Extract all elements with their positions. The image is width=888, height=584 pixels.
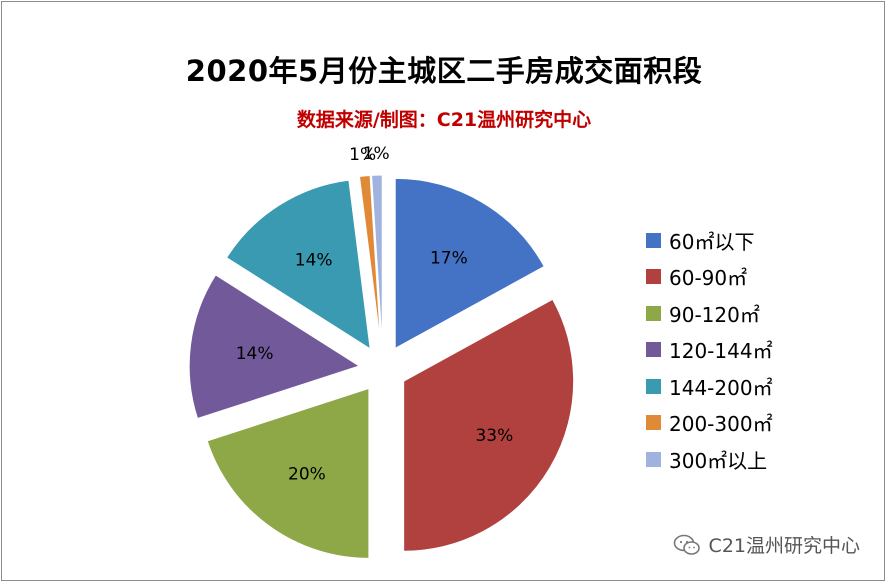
legend-item-1: 60㎡以下	[646, 222, 773, 259]
slice-value-label-4: 14%	[236, 344, 274, 364]
slice-value-label-1: 17%	[430, 249, 468, 269]
wechat-icon	[673, 534, 700, 555]
pie-slice-1	[394, 177, 545, 350]
legend-item-3: 90-120㎡	[646, 295, 773, 332]
legend-item-4: 120-144㎡	[646, 332, 773, 369]
legend-item-7: 300㎡以上	[646, 441, 773, 478]
pie-slice-7	[371, 174, 383, 346]
slice-value-label-6: 1%	[349, 145, 376, 165]
legend-swatch	[646, 342, 661, 358]
legend-item-5: 144-200㎡	[646, 368, 773, 405]
legend-label: 60-90㎡	[669, 266, 748, 291]
legend-swatch	[646, 305, 661, 321]
legend-label: 200-300㎡	[669, 412, 773, 437]
legend-item-2: 60-90㎡	[646, 259, 773, 296]
legend-swatch	[646, 451, 661, 467]
pie-slice-5	[225, 179, 371, 350]
legend-label: 60㎡以下	[669, 229, 755, 254]
chart-title: 2020年5月份主城区二手房成交面积段	[185, 54, 703, 88]
watermark-text: C21温州研究中心	[708, 535, 860, 557]
legend-label: 90-120㎡	[669, 302, 760, 327]
chart-subtitle: 数据来源/制图：C21温州研究中心	[296, 109, 592, 131]
legend-swatch	[646, 269, 661, 285]
legend-label: 144-200㎡	[669, 375, 773, 400]
legend-swatch	[646, 378, 661, 394]
slice-value-label-2: 33%	[475, 426, 513, 446]
legend-swatch	[646, 415, 661, 431]
legend-item-6: 200-300㎡	[646, 405, 773, 442]
pie-slice-6	[358, 174, 382, 346]
slice-value-label-3: 20%	[288, 465, 326, 485]
pie-slice-3	[206, 387, 370, 559]
legend-label: 120-144㎡	[669, 339, 773, 364]
watermark: C21温州研究中心	[673, 531, 860, 558]
pie-slice-2	[403, 298, 575, 552]
slice-value-label-7: 1%	[363, 144, 390, 164]
slice-value-label-5: 14%	[295, 251, 333, 271]
chart-legend: 60㎡以下 60-90㎡ 90-120㎡ 120-144㎡ 144-200㎡ 200-30…	[646, 222, 773, 478]
legend-swatch	[646, 232, 661, 248]
legend-label: 300㎡以上	[669, 448, 768, 473]
pie-slice-4	[188, 274, 361, 420]
